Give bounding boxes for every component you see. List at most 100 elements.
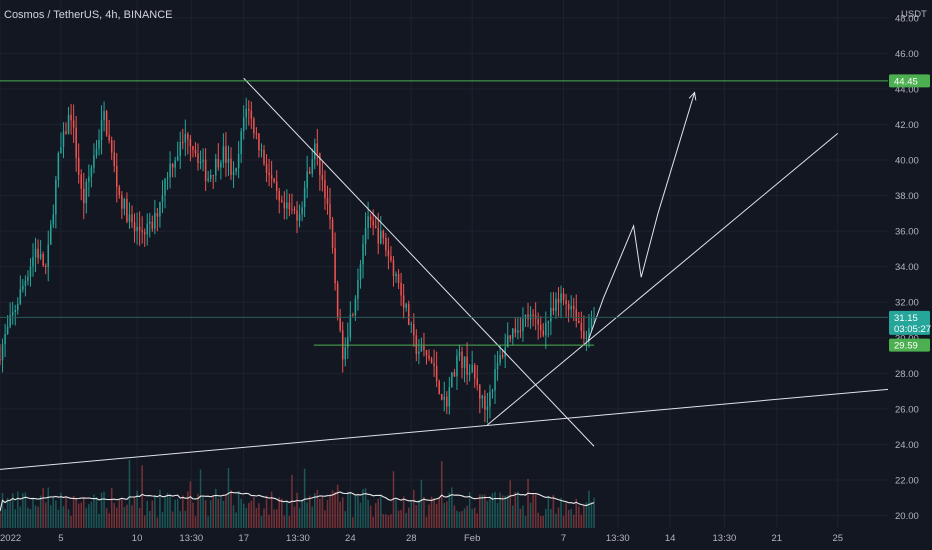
volume-bar <box>517 491 519 528</box>
candle-body <box>258 133 260 151</box>
candle-body <box>164 178 166 196</box>
volume-bar <box>44 502 47 528</box>
volume-bar <box>164 497 166 528</box>
volume-bar <box>539 515 542 528</box>
rising-trend-line[interactable] <box>487 132 839 426</box>
volume-bar <box>369 505 372 528</box>
candle-body <box>471 364 473 373</box>
candle-body <box>397 274 400 283</box>
volume-bar <box>557 507 560 528</box>
candle-body <box>242 117 245 132</box>
volume-bar <box>341 497 344 528</box>
volume-bar <box>65 497 67 528</box>
candle-body <box>204 159 207 181</box>
candle-body <box>227 158 230 163</box>
volume-bar <box>220 497 222 528</box>
volume-bar <box>50 505 52 528</box>
volume-bar <box>481 494 484 528</box>
candle-body <box>110 140 113 153</box>
volume-bar <box>354 495 357 528</box>
volume-bar <box>552 494 555 528</box>
volume-bar <box>407 507 410 528</box>
time-tick-label: 21 <box>772 533 783 544</box>
candle-body <box>420 346 423 352</box>
volume-bar <box>385 514 387 528</box>
volume-bar <box>499 492 501 528</box>
candle-body <box>149 221 151 224</box>
drawing-tools[interactable] <box>0 77 889 470</box>
candle-body <box>552 307 555 312</box>
candle-body <box>392 260 395 277</box>
volume-bar <box>72 495 75 528</box>
volume-bar <box>364 488 367 528</box>
candle-body <box>108 135 110 141</box>
candle-body <box>372 220 374 226</box>
candle-body <box>57 153 60 180</box>
candle-body <box>24 280 27 286</box>
symbol-title: Cosmos / TetherUS, 4h, BINANCE <box>4 9 173 21</box>
candle-body <box>113 152 115 166</box>
candle-body <box>514 328 517 333</box>
volume-bar <box>273 509 275 528</box>
candle-body <box>466 356 468 375</box>
candle-body <box>336 283 339 318</box>
volume-bar <box>326 499 329 528</box>
volume-bar <box>456 510 458 528</box>
volume-bar <box>529 502 532 528</box>
volume-bar <box>590 501 593 528</box>
projection-path[interactable] <box>587 92 696 342</box>
volume-bar <box>484 494 486 528</box>
volume-bar <box>11 493 14 528</box>
candle-body <box>278 190 281 201</box>
candle-body <box>146 223 148 235</box>
time-axis[interactable]: 2022 5 10 13:30 17 13:30 24 28 Feb 7 13:30 14 13:30 2… <box>0 533 843 544</box>
candle-body <box>83 188 85 204</box>
candle-body <box>423 346 425 351</box>
volume-bar <box>430 496 433 528</box>
candle-body <box>189 139 192 147</box>
candle-body <box>212 174 215 176</box>
candle-body <box>29 266 32 277</box>
volume-bar <box>496 503 499 528</box>
support-trend-line[interactable] <box>0 388 889 470</box>
candle-body <box>481 395 484 399</box>
price-tick-label: 40.00 <box>895 156 919 167</box>
candle-body <box>215 158 217 176</box>
volume-bar <box>123 507 126 528</box>
volume-bar <box>593 497 595 528</box>
price-tick-label: 36.00 <box>895 227 919 238</box>
candle-body <box>123 198 126 209</box>
candle-body <box>42 254 44 266</box>
candle-body <box>438 381 440 394</box>
volume-bar <box>27 507 29 528</box>
volume-bar <box>55 500 57 528</box>
candle-body <box>184 134 187 143</box>
volume-moving-average <box>0 491 595 512</box>
price-axis[interactable]: 20.0022.0024.0026.0028.0030.0032.0034.00… <box>888 0 932 550</box>
candle-body <box>476 378 479 385</box>
candle-body <box>105 111 108 136</box>
volume-bar <box>93 494 95 528</box>
candlesticks <box>0 97 595 424</box>
volume-bar <box>182 495 184 528</box>
time-tick-label: 2022 <box>0 533 21 544</box>
volume-bar <box>34 505 37 528</box>
volume-bar <box>501 495 504 528</box>
candle-body <box>585 337 588 339</box>
volume-bar <box>209 500 212 528</box>
horizontal-levels[interactable] <box>0 80 888 318</box>
candle-body <box>303 187 306 208</box>
volume-bar <box>466 505 468 528</box>
volume-bar <box>250 500 253 528</box>
candle-body <box>103 111 105 120</box>
volume-bar <box>585 502 588 528</box>
candle-body <box>374 225 377 229</box>
volume-bar <box>545 508 547 528</box>
volume-bar <box>413 489 415 528</box>
candle-body <box>60 147 62 154</box>
candle-body <box>55 179 57 215</box>
candle-body <box>121 195 123 209</box>
volume-bar <box>301 499 303 528</box>
price-tick-label: 38.00 <box>895 191 919 202</box>
